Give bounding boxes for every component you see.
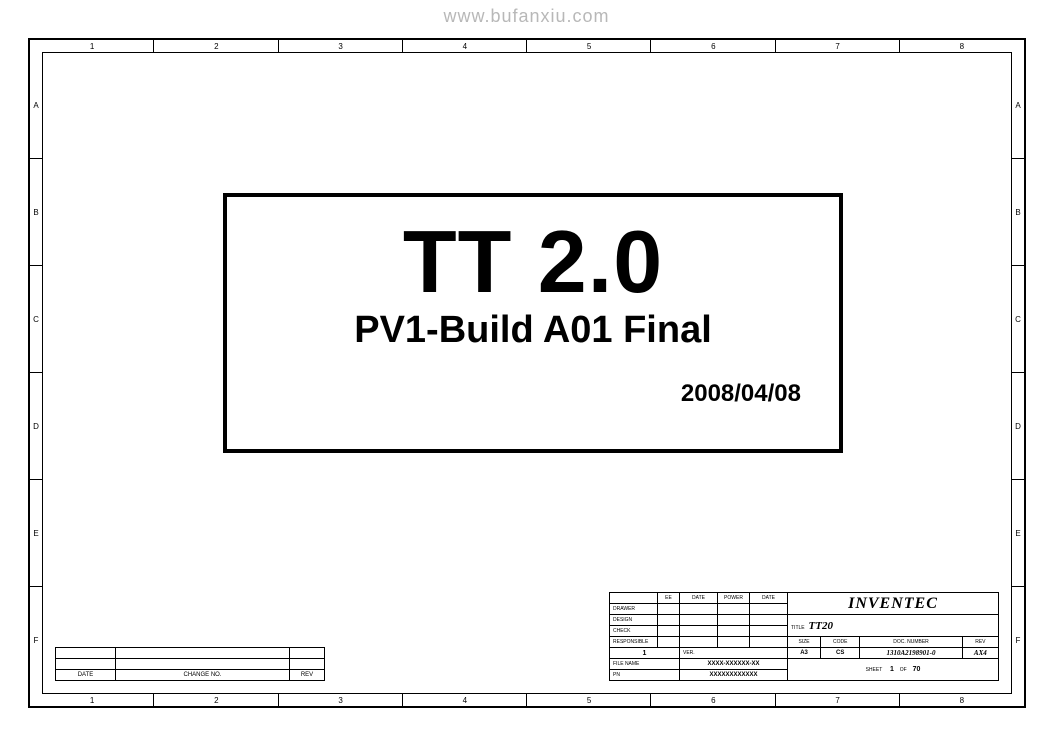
column-zone-3: 3 [279,694,403,706]
title-date: 2008/04/08 [681,380,801,408]
column-zone-6: 6 [651,694,775,706]
date2-label: DATE [750,593,788,604]
of-value: 70 [913,666,921,673]
filename-label: FILE NAME [613,661,639,667]
power-label: POWER [718,593,750,604]
brand-name: INVENTEC [788,593,999,615]
docnum-value: 1310A2198901-0 [860,648,962,659]
ruler-left: ABCDEF [30,52,42,694]
outer-frame: 12345678 12345678 ABCDEF ABCDEF TT 2.0 P… [28,38,1026,708]
row-zone-D: D [1012,373,1024,480]
title-label: TITLE [791,625,805,631]
column-zone-2: 2 [154,40,278,52]
main-title: TT 2.0 [403,211,663,313]
inner-frame: TT 2.0 PV1-Build A01 Final 2008/04/08 DA… [42,52,1012,694]
revtable-date-header: DATE [56,670,116,681]
row-zone-F: F [30,587,42,694]
docnum-label: DOC. NUMBER [860,637,962,648]
column-zone-1: 1 [30,40,154,52]
sheet-value: 1 [890,666,894,673]
ruler-top: 12345678 [30,40,1024,52]
rev-value: AX4 [962,648,998,659]
row-zone-C: C [1012,266,1024,373]
title-box: TT 2.0 PV1-Build A01 Final 2008/04/08 [223,193,843,453]
column-zone-1: 1 [30,694,154,706]
size-value: A3 [788,648,821,659]
pn-label: PN [613,672,620,678]
column-zone-8: 8 [900,694,1024,706]
row-zone-A: A [30,52,42,159]
code-value: CS [821,648,860,659]
rev-label: REV [962,637,998,648]
filename-value: XXXX-XXXXXX-XX [680,659,788,670]
revtable-change-header: CHANGE NO. [116,670,290,681]
row-zone-C: C [30,266,42,373]
watermark-text: www.bufanxiu.com [443,6,609,27]
row-zone-B: B [30,159,42,266]
column-zone-5: 5 [527,40,651,52]
column-zone-7: 7 [776,40,900,52]
row-zone-E: E [30,480,42,587]
pn-value: XXXXXXXXXXXX [680,670,788,681]
revision-table: DATE CHANGE NO. REV [55,647,325,681]
subtitle: PV1-Build A01 Final [354,309,712,352]
revtable-rev-header: REV [290,670,325,681]
ruler-right: ABCDEF [1012,52,1024,694]
of-label: OF [900,667,907,673]
drawer-label: DRAWER [610,604,658,615]
column-zone-7: 7 [776,694,900,706]
sheet-label: SHEET [866,667,883,673]
code-label: CODE [821,637,860,648]
ee-label: EE [658,593,680,604]
row-zone-E: E [1012,480,1024,587]
row-zone-F: F [1012,587,1024,694]
column-zone-6: 6 [651,40,775,52]
row-zone-B: B [1012,159,1024,266]
size-label: SIZE [788,637,821,648]
responsible-label: RESPONSIBLE [610,637,658,648]
ruler-bottom: 12345678 [30,694,1024,706]
ver-label: VER. [683,650,695,656]
date1-label: DATE [680,593,718,604]
column-zone-4: 4 [403,694,527,706]
column-zone-4: 4 [403,40,527,52]
row-zone-D: D [30,373,42,480]
row-zone-A: A [1012,52,1024,159]
title-value: TT20 [809,620,833,632]
column-zone-2: 2 [154,694,278,706]
title-block: EE DATE POWER DATE INVENTEC DRAWER DESIG… [609,592,999,681]
column-zone-5: 5 [527,694,651,706]
check-label: CHECK [610,626,658,637]
column-zone-8: 8 [900,40,1024,52]
design-label: DESIGN [610,615,658,626]
column-zone-3: 3 [279,40,403,52]
